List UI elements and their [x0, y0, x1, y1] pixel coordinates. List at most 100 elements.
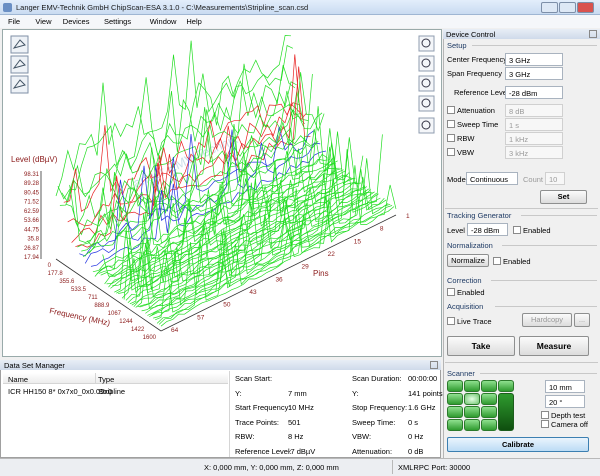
checkbox[interactable]: [541, 411, 549, 419]
info-label: Start Frequency:: [235, 403, 291, 412]
menu-item[interactable]: Settings: [104, 17, 132, 26]
tool-icon-glyph: [421, 78, 431, 88]
dsm-close[interactable]: [430, 361, 438, 369]
menu-item[interactable]: Window: [149, 17, 177, 26]
info-value: 7 mm: [288, 388, 307, 398]
info-value: 0 dB: [408, 446, 424, 456]
mode-dropdown[interactable]: Continuous: [466, 172, 518, 185]
checkbox[interactable]: [447, 288, 455, 296]
separator: [479, 373, 597, 374]
menu-item[interactable]: Help: [186, 17, 202, 26]
arrow-button[interactable]: [447, 393, 463, 405]
panel-close[interactable]: [589, 30, 597, 38]
separator: [472, 45, 597, 46]
text-input[interactable]: 3 kHz: [505, 146, 563, 159]
waterfall-trace: [77, 73, 313, 248]
info-value: 10 MHz: [288, 403, 314, 412]
arrow-button[interactable]: [464, 380, 480, 392]
text-input[interactable]: -28 dBm: [505, 86, 563, 99]
arrow-button[interactable]: [447, 419, 463, 431]
info-label: Y:: [352, 388, 359, 398]
arrow-button[interactable]: [464, 393, 480, 405]
level-tick-label: 26.87: [24, 246, 40, 252]
window-control[interactable]: [541, 2, 558, 13]
waterfall-trace: [65, 104, 301, 227]
arrow-button[interactable]: [481, 380, 497, 392]
waterfall-trace: [137, 192, 373, 308]
calibrate-button[interactable]: Calibrate: [447, 437, 589, 452]
pins-tick-label: 57: [197, 314, 205, 321]
measure-button[interactable]: Measure: [519, 336, 589, 356]
menu-item[interactable]: Devices: [62, 17, 90, 26]
info-label: Y:: [235, 388, 242, 398]
frequency-tick-label: 355.6: [59, 279, 75, 285]
field-label: Center Frequency: [447, 55, 508, 64]
arrow-button[interactable]: [481, 419, 497, 431]
waterfall-trace: [114, 142, 350, 293]
z-arrow-button[interactable]: [498, 393, 514, 431]
normalize-button[interactable]: Normalize: [447, 254, 489, 267]
dsm-title: Data Set Manager: [4, 361, 65, 370]
angle-input[interactable]: 20 °: [545, 395, 585, 408]
waterfall-trace: [147, 134, 383, 316]
checkbox[interactable]: [447, 148, 455, 156]
window-title: Langer EMV-Technik GmbH ChipScan-ESA 3.1…: [16, 3, 309, 12]
section-heading: Correction: [447, 276, 482, 285]
text-input[interactable]: 8 dB: [505, 104, 563, 117]
window-control[interactable]: [559, 2, 576, 13]
checkbox[interactable]: [447, 120, 455, 128]
pins-tick-label: 29: [302, 264, 310, 271]
hardcopy-button[interactable]: Hardcopy: [522, 313, 572, 327]
take-button[interactable]: Take: [447, 336, 515, 356]
separator: [491, 280, 597, 281]
info-value: 1.6 GHz: [408, 403, 436, 412]
step-input[interactable]: 10 mm: [545, 380, 585, 393]
column-header: Name: [8, 375, 29, 384]
text-input[interactable]: 1 kHz: [505, 132, 563, 145]
tool-icon-glyph: [421, 120, 431, 130]
enabled-label: Enabled: [523, 226, 551, 235]
set-button[interactable]: Set: [540, 190, 587, 204]
table-cell: Stripline: [98, 387, 126, 396]
arrow-button[interactable]: [498, 380, 514, 392]
checkbox[interactable]: [513, 226, 521, 234]
checkbox[interactable]: [447, 106, 455, 114]
checkbox[interactable]: [447, 134, 455, 142]
app-icon: [3, 3, 12, 12]
arrow-button[interactable]: [447, 380, 463, 392]
waterfall-trace: [61, 63, 297, 203]
level-input[interactable]: -28 dBm: [467, 223, 508, 236]
checkbox[interactable]: [447, 317, 455, 325]
frequency-tick-label: 1244: [119, 319, 133, 325]
arrow-button[interactable]: [464, 406, 480, 418]
checkbox[interactable]: [541, 420, 549, 428]
level-tick-label: 53.66: [24, 218, 40, 224]
separator: [521, 215, 597, 216]
waterfall-trace: [116, 161, 352, 294]
text-input[interactable]: 3 GHz: [505, 67, 563, 80]
info-label: Scan Duration:: [352, 374, 402, 383]
view-icon: [10, 75, 29, 94]
waterfall-trace: [143, 193, 379, 309]
view-icon-glyph: [12, 59, 26, 69]
text-input[interactable]: 3 GHz: [505, 53, 563, 66]
count-input[interactable]: 10: [545, 172, 565, 185]
arrow-button[interactable]: [447, 406, 463, 418]
table-row[interactable]: [3, 385, 228, 397]
menu-item[interactable]: File: [8, 17, 21, 26]
arrow-button[interactable]: [481, 393, 497, 405]
text-input[interactable]: 1 s: [505, 118, 563, 131]
arrow-button[interactable]: [481, 406, 497, 418]
arrow-button[interactable]: [464, 419, 480, 431]
menu-bar: [0, 15, 600, 28]
checkbox[interactable]: [493, 257, 501, 265]
pins-axis: [160, 214, 397, 332]
window-control[interactable]: [577, 2, 594, 13]
waterfall-trace: [90, 150, 327, 267]
pins-tick-label: 43: [249, 289, 257, 296]
menu-item[interactable]: View: [35, 17, 52, 26]
pins-tick-label: 8: [380, 226, 384, 233]
view-icon-glyph: [12, 79, 26, 89]
more-button[interactable]: ...: [574, 313, 590, 327]
